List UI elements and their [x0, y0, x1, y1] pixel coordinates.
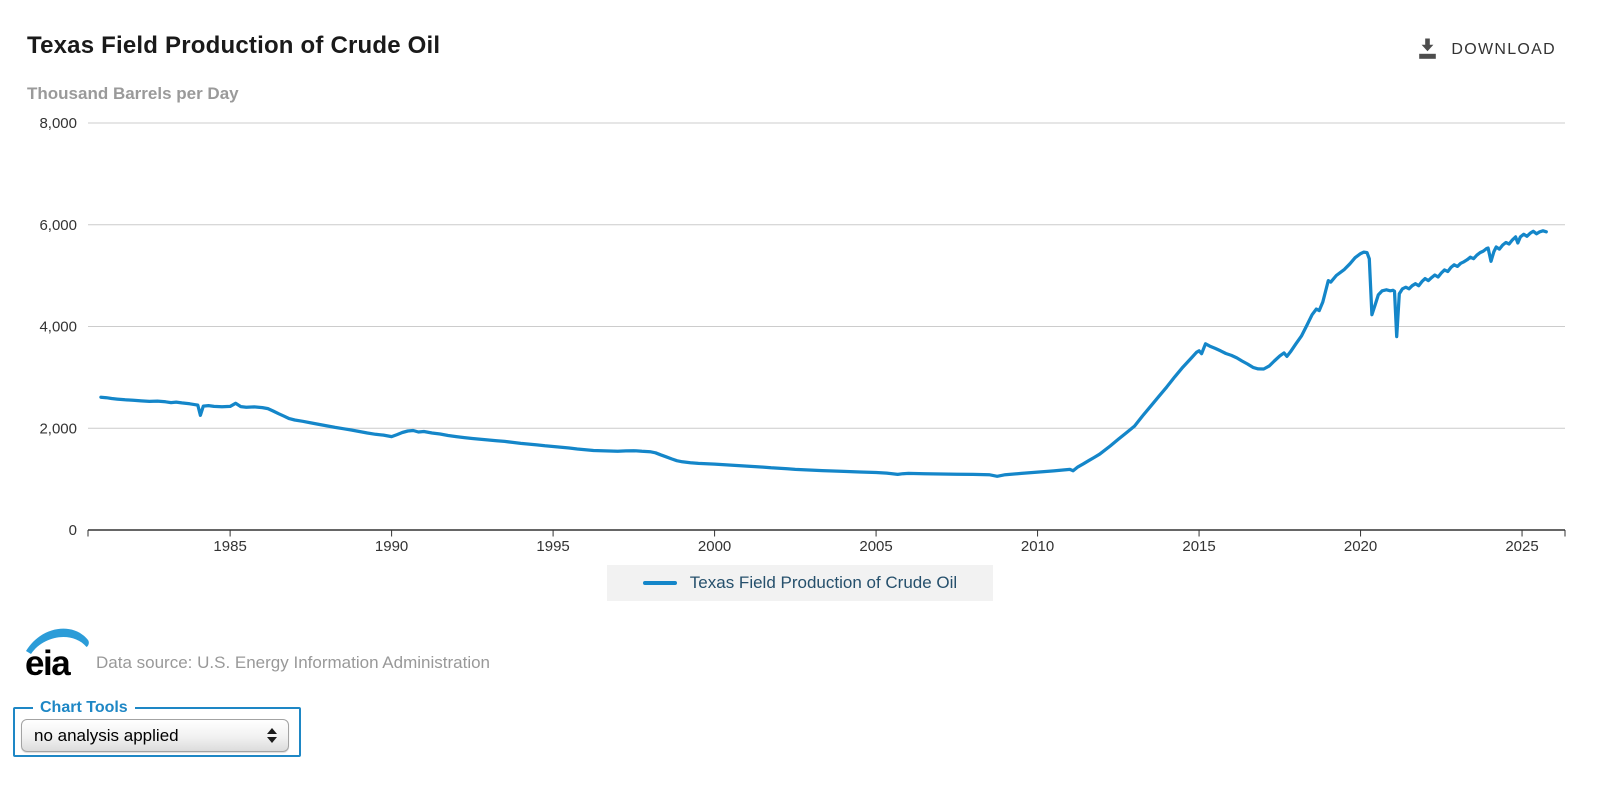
y-axis-label: 2,000	[39, 420, 77, 437]
analysis-select-value: no analysis applied	[34, 725, 179, 745]
series-line[interactable]	[99, 229, 1548, 478]
legend-item[interactable]: Texas Field Production of Crude Oil	[607, 565, 993, 601]
x-axis-label: 1985	[213, 538, 246, 555]
x-axis-label: 2005	[859, 538, 892, 555]
y-axis-label: 8,000	[39, 115, 77, 132]
eia-logo: eia	[25, 628, 89, 680]
download-button[interactable]: DOWNLOAD	[1417, 38, 1556, 61]
page-title: Texas Field Production of Crude Oil	[27, 32, 441, 59]
download-icon	[1419, 38, 1437, 59]
x-axis-label: 2015	[1182, 538, 1215, 555]
chart-subtitle: Thousand Barrels per Day	[27, 84, 239, 103]
x-axis-label: 2000	[698, 538, 731, 555]
eia-logo-text: eia	[25, 644, 71, 680]
select-updown-arrows-icon	[267, 728, 277, 743]
analysis-select[interactable]: no analysis applied	[21, 719, 289, 752]
series-swatch-line	[642, 581, 677, 585]
chart-tools-panel: Chart Tools no analysis applied	[13, 699, 301, 757]
y-axis-label: 6,000	[39, 217, 77, 234]
x-axis-label: 2025	[1505, 538, 1538, 555]
y-axis-label: 0	[69, 522, 77, 539]
x-axis-label: 2010	[1021, 538, 1054, 555]
x-axis-label: 1995	[536, 538, 569, 555]
data-source-text: Data source: U.S. Energy Information Adm…	[96, 653, 491, 672]
production-line-chart: 0 2,000 4,000 6,000 8,000 1985 1990 1995 2000 200…	[39, 115, 1566, 555]
download-label: DOWNLOAD	[1451, 40, 1556, 58]
y-axis-label: 4,000	[39, 319, 77, 336]
series-legend-label: Texas Field Production of Crude Oil	[689, 573, 958, 592]
x-axis-label: 1990	[375, 538, 408, 555]
chart-tools-label: Chart Tools	[40, 699, 128, 716]
x-axis-label: 2020	[1344, 538, 1377, 555]
